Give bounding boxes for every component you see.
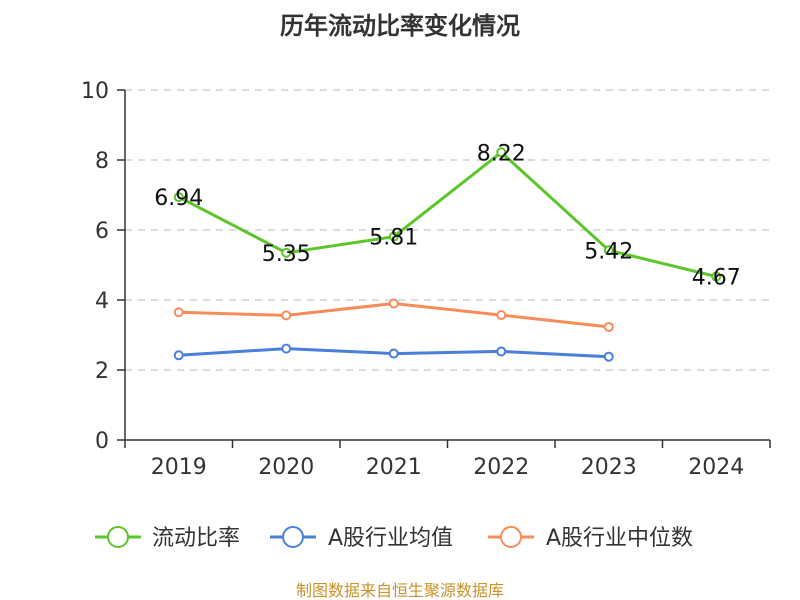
data-label: 8.22 <box>477 141 526 166</box>
data-point <box>281 247 292 258</box>
legend-label: A股行业中位数 <box>546 526 693 551</box>
y-tick-label: 2 <box>95 359 109 384</box>
legend-swatch-marker <box>107 526 129 548</box>
x-tick-label: 2020 <box>258 455 314 480</box>
data-point <box>388 348 399 359</box>
legend-swatch-marker <box>282 526 304 548</box>
data-point <box>603 351 614 362</box>
x-tick-label: 2019 <box>151 455 207 480</box>
data-point <box>388 298 399 309</box>
data-label: 6.94 <box>154 186 203 211</box>
data-point <box>496 310 507 321</box>
data-point <box>388 231 399 242</box>
data-point <box>496 346 507 357</box>
y-tick-label: 10 <box>81 79 109 104</box>
data-point <box>496 147 507 158</box>
y-tick-label: 8 <box>95 149 109 174</box>
y-tick-label: 4 <box>95 289 109 314</box>
data-label: 5.81 <box>369 226 418 251</box>
legend-swatch-marker <box>500 526 522 548</box>
x-tick-label: 2021 <box>366 455 422 480</box>
data-label: 5.42 <box>584 239 633 264</box>
data-point <box>173 350 184 361</box>
series-line-0 <box>178 150 717 279</box>
y-tick-label: 6 <box>95 219 109 244</box>
x-tick-label: 2022 <box>473 455 529 480</box>
data-labels: 6.94 5.35 5.81 8.22 5.42 4.67 <box>154 141 740 290</box>
legend-label: 流动比率 <box>152 526 240 551</box>
legend[interactable]: 流动比率 A股行业均值 A股行业中位数 <box>95 526 693 551</box>
data-label: 4.67 <box>692 266 741 291</box>
data-point <box>173 192 184 203</box>
chart-title: 历年流动比率变化情况 <box>280 12 520 40</box>
series-group <box>173 147 722 362</box>
data-label: 5.35 <box>262 242 311 267</box>
data-point <box>173 307 184 318</box>
legend-label: A股行业均值 <box>328 526 453 551</box>
x-tick-label: 2023 <box>581 455 637 480</box>
grid <box>125 89 770 371</box>
y-tick-label: 0 <box>95 429 109 454</box>
data-point <box>603 321 614 332</box>
data-point <box>281 310 292 321</box>
data-point <box>281 343 292 354</box>
source-note: 制图数据来自恒生聚源数据库 <box>296 581 504 600</box>
data-point <box>711 271 722 282</box>
data-point <box>603 245 614 256</box>
x-tick-label: 2024 <box>688 455 744 480</box>
axes: 0 2 4 6 8 10 2019 2020 2021 2022 2023 2024 <box>81 79 771 480</box>
